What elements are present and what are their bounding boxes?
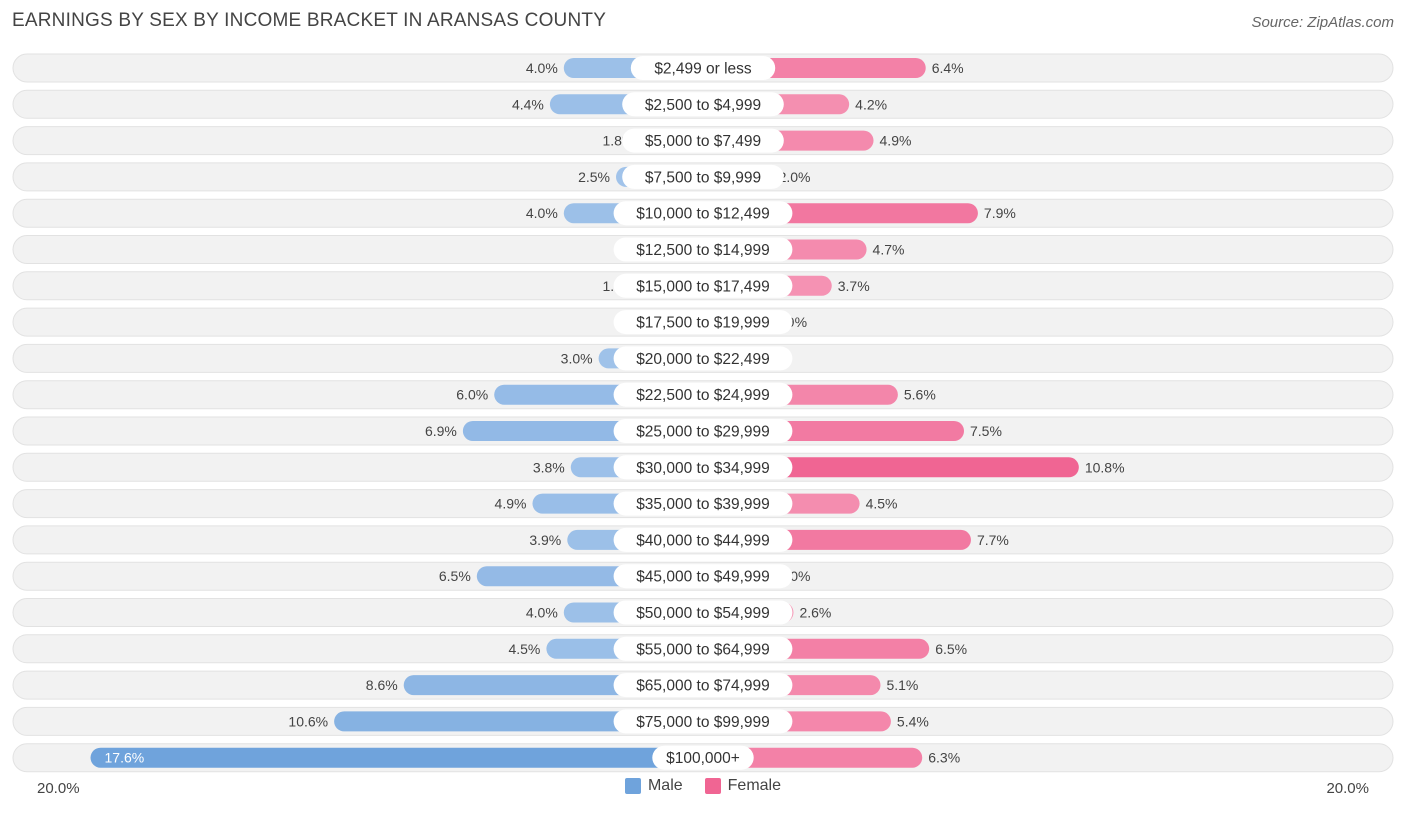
category-pill xyxy=(613,636,793,661)
category-pill xyxy=(613,419,793,443)
axis-label-left: 20.0% xyxy=(37,780,80,797)
data-label-female: 3.7% xyxy=(838,278,870,294)
category-pill xyxy=(613,237,793,262)
bar-female xyxy=(703,747,923,768)
category-pill xyxy=(613,673,793,698)
legend-swatch-male xyxy=(624,778,641,794)
data-label-female: 4.9% xyxy=(880,133,912,149)
axis-label-right: 20.0% xyxy=(1326,780,1369,797)
legend-label-female: Female xyxy=(727,777,782,794)
category-pill xyxy=(652,745,754,770)
data-label-female: 5.6% xyxy=(904,387,936,403)
category-pill xyxy=(613,346,793,371)
data-label-female: 6.3% xyxy=(928,750,960,766)
data-label-male: 2.5% xyxy=(578,169,610,185)
data-label-male: 3.9% xyxy=(529,532,561,548)
category-pill xyxy=(630,56,776,80)
data-label-female: 4.2% xyxy=(855,96,887,112)
category-pill xyxy=(613,564,793,589)
data-label-female: 7.7% xyxy=(977,532,1009,548)
source-credit: Source: ZipAtlas.com xyxy=(1251,14,1394,31)
category-label: $35,000 to $39,999 xyxy=(636,496,770,513)
chart-title: EARNINGS BY SEX BY INCOME BRACKET IN ARA… xyxy=(12,10,607,31)
data-label-female: 6.5% xyxy=(935,641,967,657)
data-label-male: 8.6% xyxy=(366,677,398,693)
category-label: $5,000 to $7,499 xyxy=(645,133,761,150)
category-label: $10,000 to $12,499 xyxy=(636,206,770,223)
data-label-female: 4.7% xyxy=(873,242,905,258)
data-label-male: 4.0% xyxy=(526,605,558,621)
category-label: $55,000 to $64,999 xyxy=(636,641,770,658)
category-pill xyxy=(613,273,793,298)
data-label-female: 7.9% xyxy=(984,205,1016,221)
category-pill xyxy=(613,709,793,734)
category-label: $7,500 to $9,999 xyxy=(645,169,761,186)
category-pill xyxy=(622,128,784,153)
data-label-female: 5.4% xyxy=(897,713,929,729)
category-pill xyxy=(613,527,793,552)
data-label-male: 17.6% xyxy=(105,750,145,766)
category-pill xyxy=(613,310,793,335)
category-label: $12,500 to $14,999 xyxy=(636,242,770,259)
legend-swatch-female xyxy=(704,778,721,794)
category-pill xyxy=(613,382,793,407)
bar-female xyxy=(703,457,1079,478)
category-pill xyxy=(622,92,784,117)
data-label-female: 2.0% xyxy=(779,169,811,185)
legend-label-male: Male xyxy=(647,777,683,794)
category-label: $17,500 to $19,999 xyxy=(636,315,770,332)
category-label: $2,499 or less xyxy=(654,61,752,78)
category-label: $65,000 to $74,999 xyxy=(636,678,770,695)
data-label-male: 4.9% xyxy=(495,496,527,512)
data-label-male: 6.9% xyxy=(425,423,457,439)
legend-item-female[interactable]: Female xyxy=(704,777,782,795)
category-pill xyxy=(613,201,793,226)
data-label-male: 3.8% xyxy=(533,459,565,475)
legend: Male Female xyxy=(0,777,1406,795)
data-label-male: 4.0% xyxy=(526,205,558,221)
category-label: $50,000 to $54,999 xyxy=(636,605,770,622)
category-pill xyxy=(613,600,793,625)
category-label: $25,000 to $29,999 xyxy=(636,424,770,441)
data-label-female: 2.6% xyxy=(799,605,831,621)
legend-item-male[interactable]: Male xyxy=(624,777,683,795)
category-label: $15,000 to $17,499 xyxy=(636,278,770,295)
data-label-female: 10.8% xyxy=(1085,459,1125,475)
category-pill xyxy=(613,455,793,480)
category-pill xyxy=(613,491,793,516)
category-label: $45,000 to $49,999 xyxy=(636,569,770,586)
category-label: $20,000 to $22,499 xyxy=(636,351,770,368)
data-label-male: 3.0% xyxy=(561,350,593,366)
data-label-male: 4.4% xyxy=(512,96,544,112)
bar-male xyxy=(334,711,703,732)
data-label-male: 4.0% xyxy=(526,60,558,76)
data-label-female: 6.4% xyxy=(932,60,964,76)
category-label: $22,500 to $24,999 xyxy=(636,387,770,404)
category-label: $30,000 to $34,999 xyxy=(636,460,770,477)
data-label-male: 10.6% xyxy=(288,713,328,729)
category-label: $40,000 to $44,999 xyxy=(636,532,770,549)
category-label: $100,000+ xyxy=(666,750,740,767)
data-label-male: 6.5% xyxy=(439,568,471,584)
category-pill xyxy=(622,164,784,189)
category-label: $2,500 to $4,999 xyxy=(645,97,761,114)
bar-male xyxy=(90,747,703,768)
data-label-female: 4.5% xyxy=(866,496,898,512)
data-label-male: 6.0% xyxy=(456,387,488,403)
data-label-female: 5.1% xyxy=(886,677,918,693)
category-label: $75,000 to $99,999 xyxy=(636,714,770,731)
data-label-male: 4.5% xyxy=(508,641,540,657)
data-label-female: 7.5% xyxy=(970,423,1002,439)
